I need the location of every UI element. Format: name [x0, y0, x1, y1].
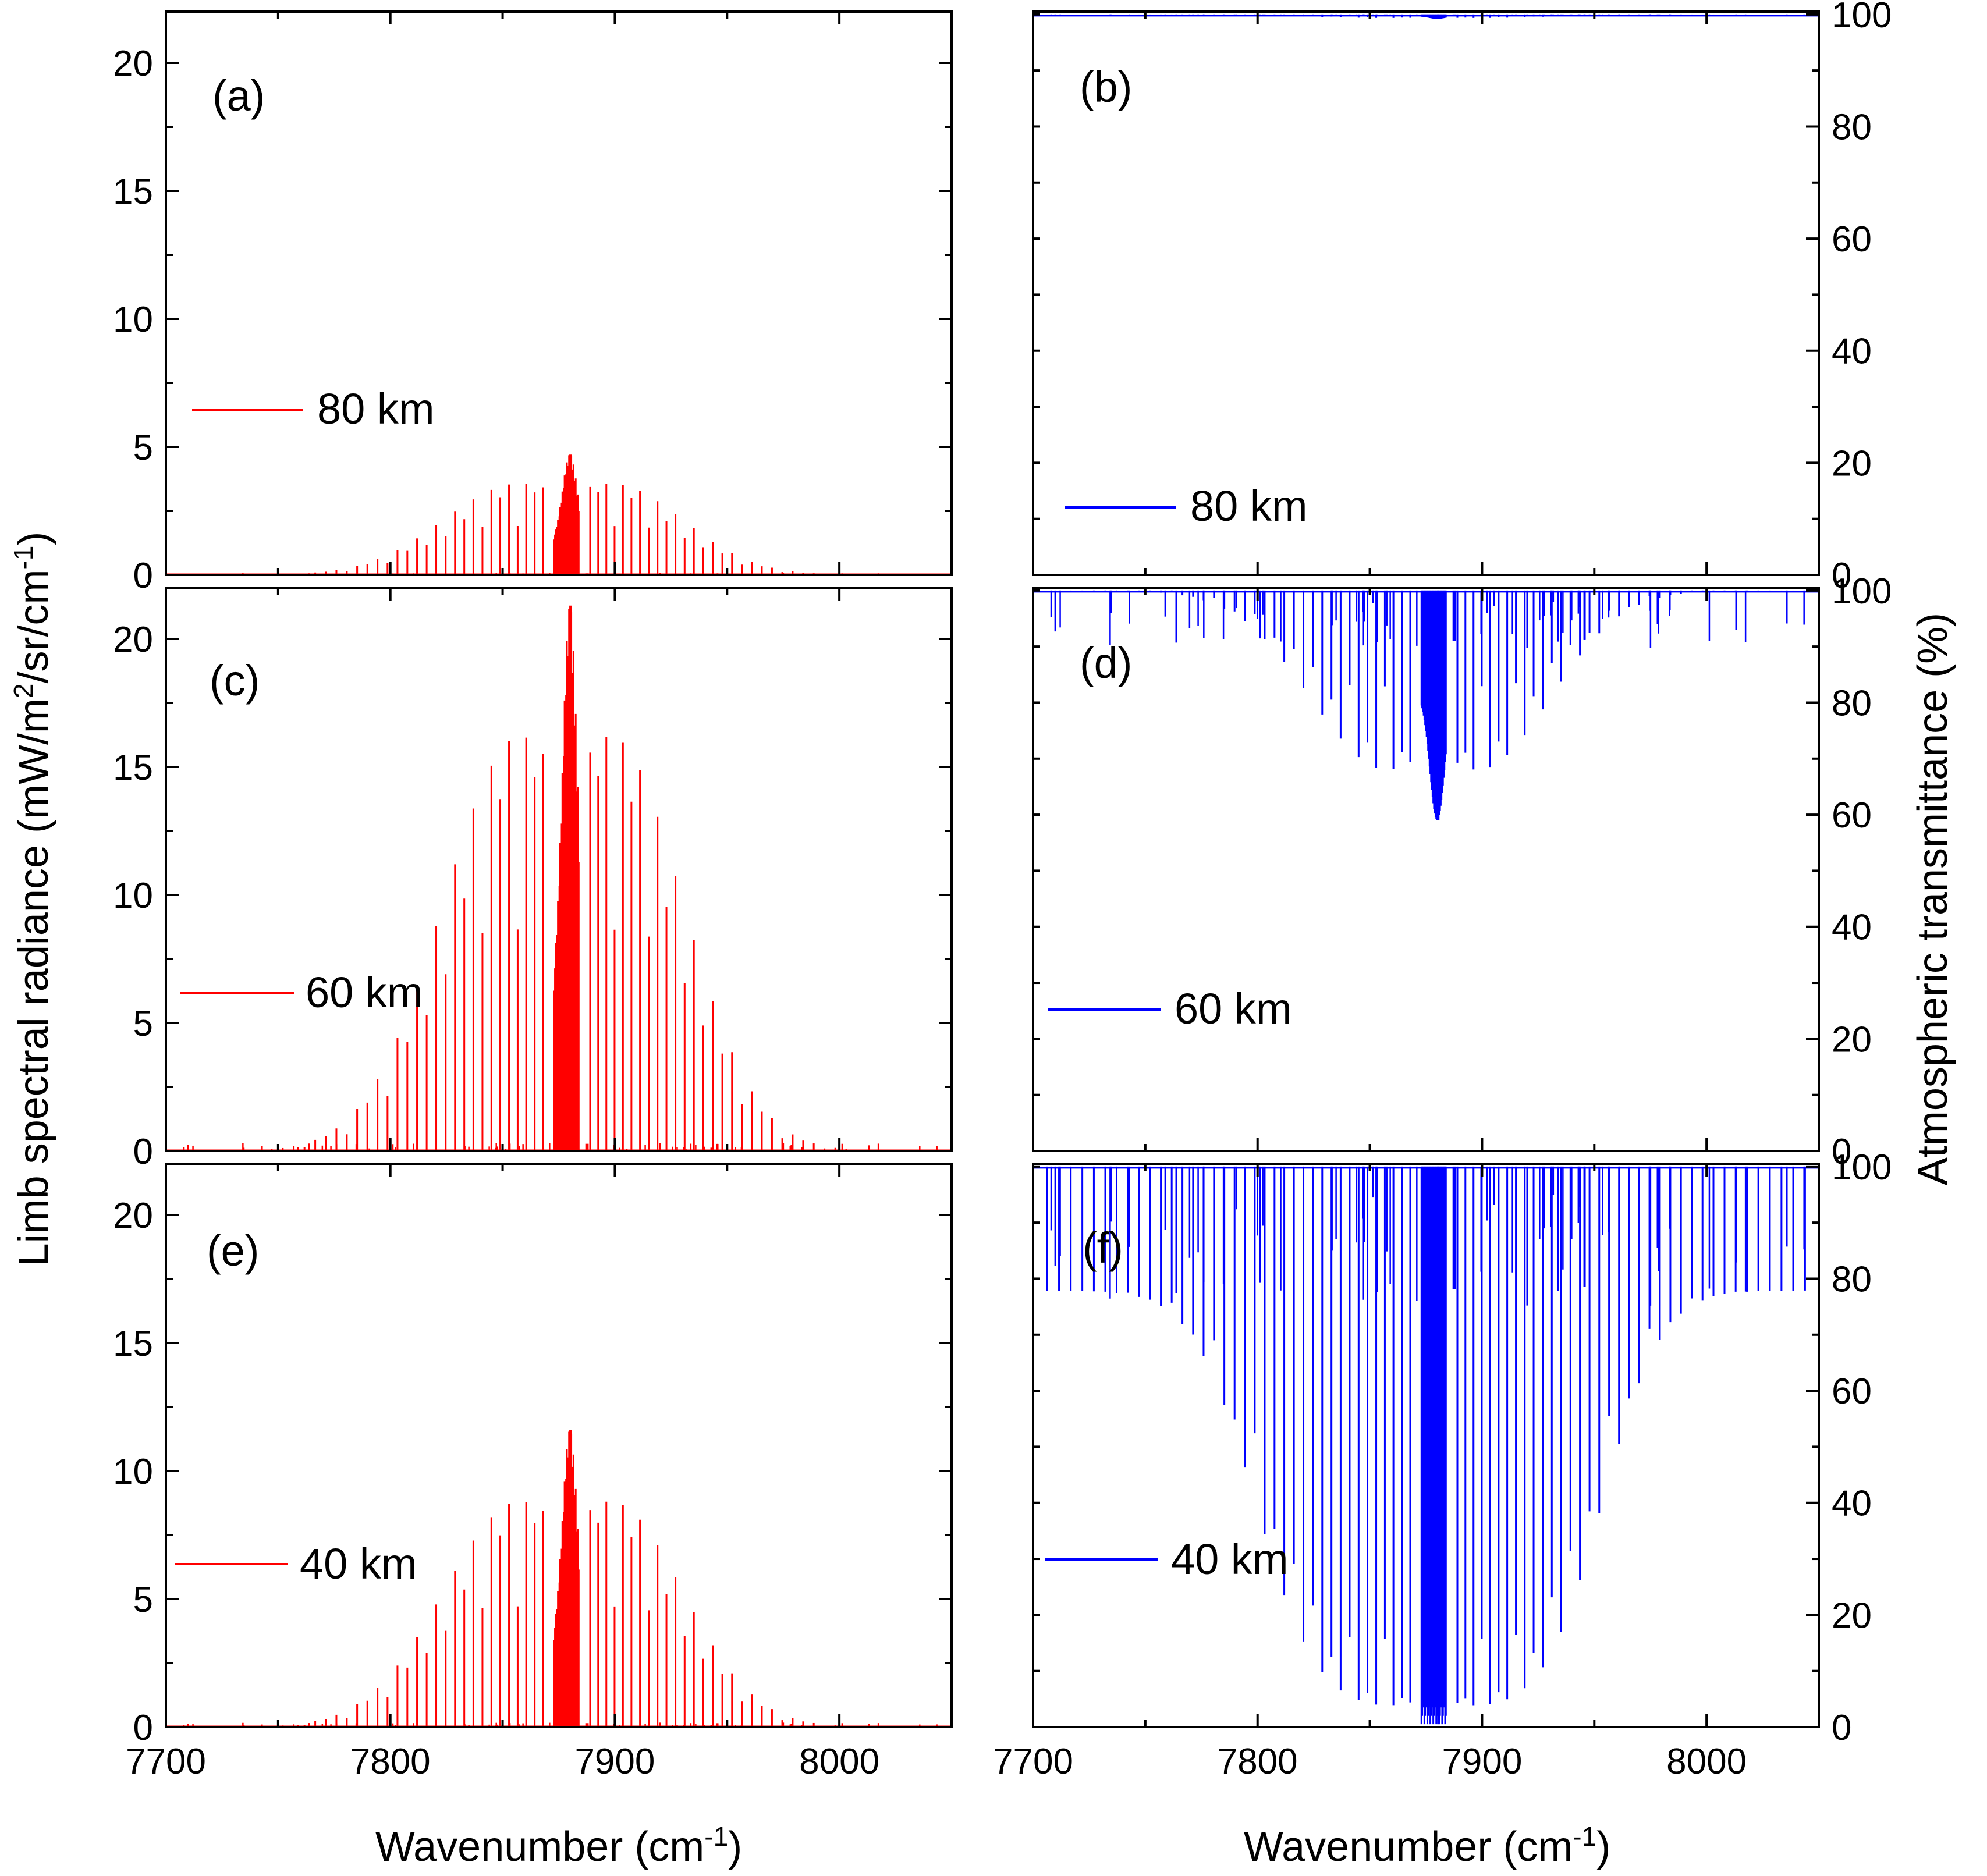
x-tick-label: 8000	[1666, 1742, 1747, 1782]
y-tick-label: 40	[1832, 332, 1872, 372]
left-x-axis-title-end: )	[728, 1824, 742, 1870]
y-tick-label: 15	[113, 1324, 153, 1364]
legend-label: 60 km	[306, 968, 423, 1017]
panel-frame	[1032, 587, 1820, 1152]
left-y-axis-title-sup2: -1	[8, 546, 38, 570]
panel-frame	[1032, 1163, 1820, 1728]
x-tick-label: 7800	[1218, 1742, 1298, 1782]
y-tick-label: 20	[113, 44, 153, 84]
panel-frame	[165, 587, 953, 1152]
x-tick-label: 7700	[126, 1742, 206, 1782]
y-tick-label: 20	[1832, 1596, 1872, 1636]
y-tick-label: 15	[113, 172, 153, 212]
y-tick-label: 80	[1832, 107, 1872, 147]
y-tick-label: 5	[133, 1004, 153, 1044]
y-tick-label: 15	[113, 748, 153, 788]
y-tick-label: 20	[113, 620, 153, 660]
y-tick-label: 20	[113, 1196, 153, 1236]
left-y-axis-title-mid: /sr/cm	[10, 570, 57, 684]
y-tick-label: 60	[1832, 219, 1872, 260]
panel-tag: (b)	[1080, 63, 1132, 111]
y-tick-label: 100	[1832, 571, 1892, 612]
y-tick-label: 5	[133, 428, 153, 468]
series-c	[166, 605, 952, 1151]
y-tick-label: 0	[133, 556, 153, 596]
x-tick-label: 7900	[574, 1742, 655, 1782]
y-tick-label: 10	[113, 300, 153, 340]
series-e	[166, 1430, 952, 1727]
series-b	[1033, 14, 1819, 19]
y-tick-label: 0	[133, 1132, 153, 1172]
y-tick-label: 0	[133, 1708, 153, 1748]
series-a	[166, 454, 952, 575]
left-x-axis-title-sup: -1	[704, 1821, 728, 1852]
left-x-axis-title: Wavenumber (cm-1)	[375, 1821, 742, 1870]
legend-label: 40 km	[1171, 1535, 1289, 1583]
y-tick-label: 10	[113, 1452, 153, 1492]
right-x-axis-title: Wavenumber (cm-1)	[1244, 1821, 1610, 1870]
panel-b: 0 20 40 60 80 100 (b) 80 km	[1032, 0, 1892, 596]
panel-frame	[1032, 10, 1820, 576]
legend-label: 80 km	[1190, 482, 1308, 530]
left-y-axis-title-sup1: 2	[8, 684, 38, 699]
panel-c: 0 5 10 15 20 (c) 60 km	[113, 587, 953, 1172]
panel-a: 0 5 10 15 20 (a) 80 km	[113, 10, 953, 596]
panel-tag: (c)	[210, 656, 260, 705]
y-tick-label: 5	[133, 1580, 153, 1620]
legend-label: 80 km	[317, 385, 435, 433]
panel-e: 7700 7800 7900 8000 0 5 10 15 20 (e) 40 km	[113, 1163, 953, 1782]
legend-label: 60 km	[1175, 985, 1292, 1033]
y-tick-label: 20	[1832, 1019, 1872, 1060]
right-x-axis-title-main: Wavenumber (cm	[1244, 1824, 1573, 1870]
y-tick-label: 60	[1832, 1372, 1872, 1412]
y-tick-label: 100	[1832, 0, 1892, 35]
y-tick-label: 20	[1832, 443, 1872, 484]
series-d	[1033, 590, 1819, 820]
x-tick-label: 7700	[993, 1742, 1073, 1782]
x-tick-label: 7800	[350, 1742, 431, 1782]
panel-tag: (e)	[207, 1227, 259, 1275]
y-tick-label: 40	[1832, 908, 1872, 948]
panel-tag: (d)	[1080, 639, 1132, 687]
right-x-axis-title-end: )	[1596, 1824, 1610, 1870]
left-y-axis-title: Limb spectral radiance (mW/m2/sr/cm-1)	[8, 532, 57, 1267]
panel-frame	[165, 1163, 953, 1728]
y-tick-label: 10	[113, 876, 153, 916]
legend-label: 40 km	[300, 1540, 417, 1588]
right-x-axis-title-sup: -1	[1573, 1821, 1596, 1852]
x-tick-label: 7900	[1442, 1742, 1522, 1782]
panel-tag: (a)	[212, 72, 265, 120]
x-tick-label: 8000	[799, 1742, 879, 1782]
y-tick-label: 100	[1832, 1147, 1892, 1188]
left-y-axis-title-main: Limb spectral radiance (mW/m	[10, 698, 57, 1266]
left-x-axis-title-main: Wavenumber (cm	[375, 1824, 704, 1870]
y-tick-label: 60	[1832, 795, 1872, 836]
panel-frame	[165, 10, 953, 576]
y-tick-label: 80	[1832, 683, 1872, 723]
panel-f: 7700 7800 7900 8000 0 20 40 60 80 100 (f) 40 km	[993, 1147, 1892, 1782]
y-tick-label: 0	[1832, 556, 1851, 596]
series-f	[1033, 1166, 1819, 1725]
right-y-axis-title: Atmospheric transmittance (%)	[1910, 613, 1956, 1185]
y-tick-label: 0	[1832, 1132, 1851, 1172]
y-tick-label: 40	[1832, 1484, 1872, 1524]
panel-d: 0 20 40 60 80 100 (d) 60 km	[1032, 571, 1892, 1172]
y-tick-label: 0	[1832, 1708, 1851, 1748]
y-tick-label: 80	[1832, 1259, 1872, 1299]
left-y-axis-title-end: )	[10, 532, 57, 546]
panel-tag: (f)	[1083, 1224, 1123, 1272]
